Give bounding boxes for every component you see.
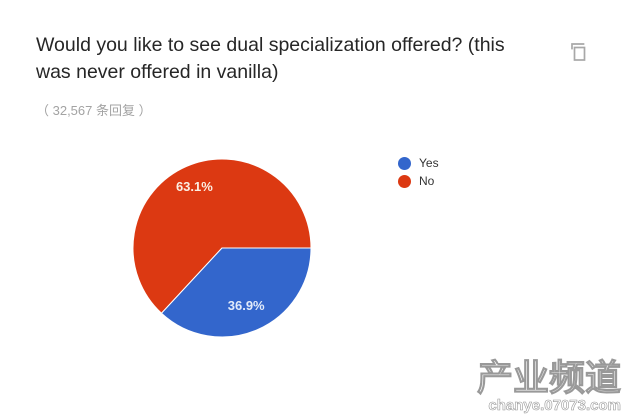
- svg-text:63.1%: 63.1%: [176, 179, 213, 194]
- svg-text:36.9%: 36.9%: [228, 298, 265, 313]
